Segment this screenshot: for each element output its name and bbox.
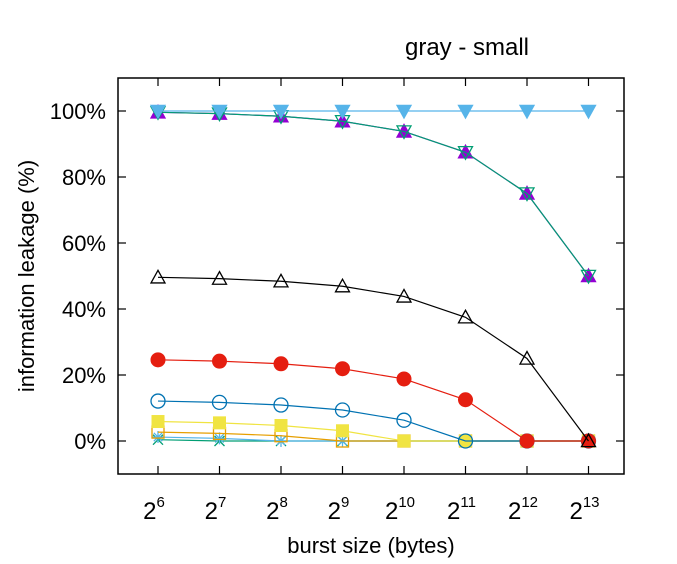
data-point	[213, 432, 226, 445]
y-tick-label: 100%	[50, 99, 106, 124]
y-tick-label: 0%	[74, 429, 106, 454]
data-point	[272, 272, 290, 288]
data-point	[395, 125, 413, 140]
data-point	[580, 269, 597, 285]
data-point	[334, 277, 351, 293]
data-point	[334, 402, 351, 418]
series-line	[157, 276, 589, 442]
data-point	[580, 104, 597, 120]
data-point	[211, 270, 228, 285]
series-4	[150, 352, 596, 449]
plot-frame	[117, 77, 625, 475]
x-tick-exponent: 11	[460, 494, 476, 511]
y-tick-label: 40%	[62, 297, 106, 322]
data-point	[336, 424, 349, 438]
y-tick-label: 60%	[62, 231, 106, 256]
data-point	[334, 104, 351, 120]
series-2	[149, 103, 597, 283]
x-tick-exponent: 10	[398, 494, 415, 511]
x-tick-label: 27	[205, 494, 227, 525]
series-line	[157, 400, 589, 442]
data-point	[211, 104, 228, 120]
data-point	[211, 394, 228, 411]
x-tick-label: 213	[569, 494, 599, 525]
data-point	[272, 104, 290, 120]
x-tick-base: 2	[205, 498, 218, 525]
data-point	[273, 397, 289, 413]
data-point	[458, 392, 473, 408]
x-axis: 26 27 28 29 210 211 212 213	[143, 78, 600, 525]
x-tick-exponent: 6	[157, 494, 165, 511]
x-tick-base: 2	[266, 498, 279, 525]
data-point	[457, 433, 474, 449]
data-point	[457, 104, 474, 120]
data-point	[580, 432, 597, 448]
data-point	[152, 431, 164, 444]
data-point	[150, 352, 166, 368]
x-tick-exponent: 7	[218, 494, 226, 511]
x-tick-base: 2	[508, 498, 521, 525]
x-tick-label: 29	[328, 494, 350, 525]
series-line	[157, 359, 589, 442]
data-point	[519, 433, 535, 449]
data-point	[396, 412, 412, 428]
x-tick-exponent: 13	[583, 494, 600, 511]
data-point	[151, 415, 165, 429]
x-tick-label: 211	[447, 494, 476, 525]
data-point	[149, 268, 167, 284]
x-tick-base: 2	[569, 498, 582, 525]
data-point	[518, 104, 536, 120]
y-tick-label: 80%	[62, 165, 106, 190]
x-tick-exponent: 9	[341, 494, 349, 511]
x-tick-label: 212	[508, 494, 538, 525]
series-line	[157, 111, 589, 277]
x-tick-label: 26	[143, 494, 165, 525]
y-axis-label: information leakage (%)	[14, 160, 39, 392]
data-point	[149, 104, 167, 120]
data-point	[335, 361, 350, 377]
data-point	[395, 104, 413, 120]
x-tick-exponent: 8	[280, 494, 288, 511]
data-point	[275, 435, 287, 447]
data-point	[396, 371, 412, 387]
x-tick-exponent: 12	[521, 494, 538, 511]
data-point	[274, 418, 288, 432]
x-tick-label: 210	[385, 494, 415, 525]
x-tick-base: 2	[143, 498, 156, 525]
data-point	[518, 350, 536, 365]
data-point	[213, 416, 226, 430]
x-tick-label: 28	[266, 494, 288, 525]
series-0	[149, 104, 597, 120]
data-point	[395, 288, 413, 303]
chart-title: gray - small	[405, 34, 529, 61]
data-point	[457, 308, 474, 324]
data-point	[518, 187, 536, 202]
data-point	[212, 353, 227, 369]
data-point	[457, 145, 474, 161]
data-point	[397, 434, 411, 448]
y-tick-label: 20%	[62, 363, 106, 388]
x-tick-base: 2	[328, 498, 341, 525]
data-point	[273, 356, 289, 372]
y-axis: 0% 20% 40% 60% 80% 100%	[50, 99, 624, 454]
x-axis-label: burst size (bytes)	[287, 533, 455, 558]
series-3	[149, 268, 597, 448]
data-point	[150, 393, 166, 409]
series-layer	[149, 103, 597, 449]
x-tick-base: 2	[385, 498, 398, 525]
x-tick-base: 2	[447, 498, 460, 525]
